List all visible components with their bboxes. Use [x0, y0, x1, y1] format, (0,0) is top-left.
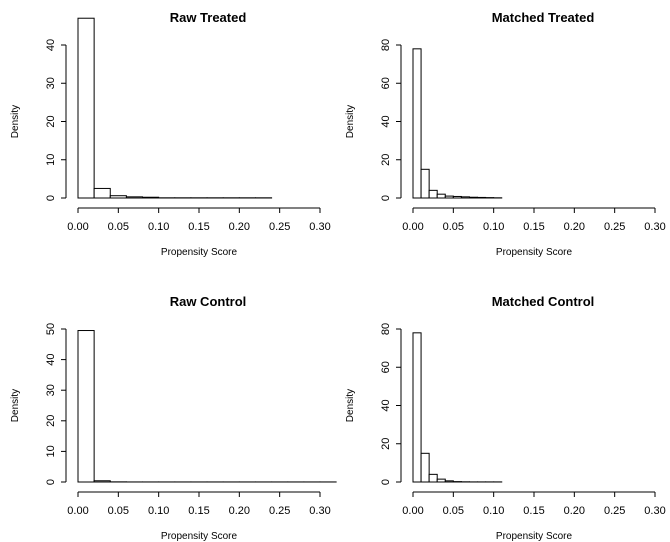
y-tick-label: 30 [45, 384, 57, 396]
histogram-bar [460, 196, 470, 199]
y-tick-label: 40 [45, 39, 57, 51]
y-tick-label: 20 [380, 438, 392, 450]
histogram-bar [412, 332, 422, 483]
x-tick-label: 0.30 [644, 505, 665, 517]
panel-title: Raw Treated [170, 10, 247, 25]
histogram-bar [436, 478, 446, 483]
histogram-bar [452, 195, 462, 199]
x-tick-label: 0.05 [443, 221, 464, 233]
histogram-bar [444, 195, 454, 199]
x-tick-label: 0.15 [188, 505, 209, 517]
histogram-panel: Matched Control 0.00 0.05 0.10 0.15 0.20 0.25 0… [345, 294, 666, 542]
x-tick-label: 0.25 [604, 221, 625, 233]
histogram-bar [444, 480, 454, 483]
panel-title: Raw Control [170, 294, 247, 309]
histogram-bar [412, 48, 422, 199]
panel-title: Matched Control [492, 294, 595, 309]
y-tick-label: 10 [45, 445, 57, 457]
x-tick-label: 0.05 [108, 221, 129, 233]
y-tick-label: 10 [45, 154, 57, 166]
histogram-bar [468, 196, 479, 199]
y-tick-label: 60 [380, 361, 392, 373]
x-axis-label: Propensity Score [161, 531, 238, 542]
y-axis-label: Density [345, 389, 356, 422]
y-tick-label: 80 [380, 39, 392, 51]
histogram-bar [428, 189, 438, 199]
histogram-bar [109, 195, 127, 199]
y-tick-label: 50 [45, 323, 57, 335]
histogram-bar [436, 193, 446, 199]
histogram-bar [142, 196, 160, 199]
x-tick-label: 0.05 [108, 505, 129, 517]
y-tick-label: 0 [45, 479, 57, 485]
x-tick-label: 0.20 [564, 221, 585, 233]
y-tick-label: 20 [45, 115, 57, 127]
x-tick-label: 0.25 [269, 221, 290, 233]
y-tick-label: 80 [380, 323, 392, 335]
x-tick-label: 0.30 [309, 221, 330, 233]
y-axis-label: Density [345, 105, 356, 138]
x-tick-label: 0.15 [523, 221, 544, 233]
x-tick-label: 0.00 [402, 505, 423, 517]
x-tick-label: 0.00 [402, 221, 423, 233]
histogram-bar [77, 17, 95, 199]
histogram-bar [420, 168, 430, 199]
x-tick-label: 0.10 [483, 505, 504, 517]
x-tick-label: 0.30 [309, 505, 330, 517]
y-tick-label: 60 [380, 77, 392, 89]
x-axis-label: Propensity Score [496, 247, 573, 258]
x-tick-label: 0.10 [148, 505, 169, 517]
y-tick-label: 0 [45, 195, 57, 201]
x-tick-label: 0.15 [188, 221, 209, 233]
y-axis-label: Density [10, 389, 21, 422]
x-tick-label: 0.20 [564, 505, 585, 517]
histogram-panel: Matched Treated 0.00 0.05 0.10 0.15 0.20 0.25 0… [345, 10, 666, 258]
x-tick-label: 0.30 [644, 221, 665, 233]
histogram-bar [93, 480, 111, 483]
x-axis-label: Propensity Score [161, 247, 238, 258]
histogram-panel: Raw Control 0.00 0.05 0.10 0.15 0.20 0.25 0.30 P… [10, 294, 337, 542]
histogram-bar [93, 187, 111, 199]
x-axis-label: Propensity Score [496, 531, 573, 542]
y-tick-label: 40 [45, 353, 57, 365]
y-tick-label: 30 [45, 77, 57, 89]
histogram-bar [420, 452, 430, 483]
x-tick-label: 0.15 [523, 505, 544, 517]
y-tick-label: 20 [45, 415, 57, 427]
x-tick-label: 0.20 [229, 221, 250, 233]
y-tick-label: 0 [380, 479, 392, 485]
y-tick-label: 40 [380, 399, 392, 411]
y-tick-label: 0 [380, 195, 392, 201]
histogram-bar [125, 196, 144, 199]
x-tick-label: 0.20 [229, 505, 250, 517]
histogram-bar [477, 196, 487, 199]
histogram-bar [77, 330, 95, 483]
x-tick-label: 0.10 [148, 221, 169, 233]
x-tick-label: 0.00 [67, 505, 88, 517]
x-tick-label: 0.00 [67, 221, 88, 233]
x-tick-label: 0.25 [269, 505, 290, 517]
y-tick-label: 20 [380, 154, 392, 166]
panel-title: Matched Treated [492, 10, 595, 25]
y-axis-label: Density [10, 105, 21, 138]
x-tick-label: 0.10 [483, 221, 504, 233]
x-tick-label: 0.25 [604, 505, 625, 517]
x-tick-label: 0.05 [443, 505, 464, 517]
histogram-panel: Raw Treated 0.00 0.05 0.10 0.15 0.20 0.25 0.30 P… [10, 10, 331, 258]
y-tick-label: 40 [380, 115, 392, 127]
histogram-bar [428, 473, 438, 483]
